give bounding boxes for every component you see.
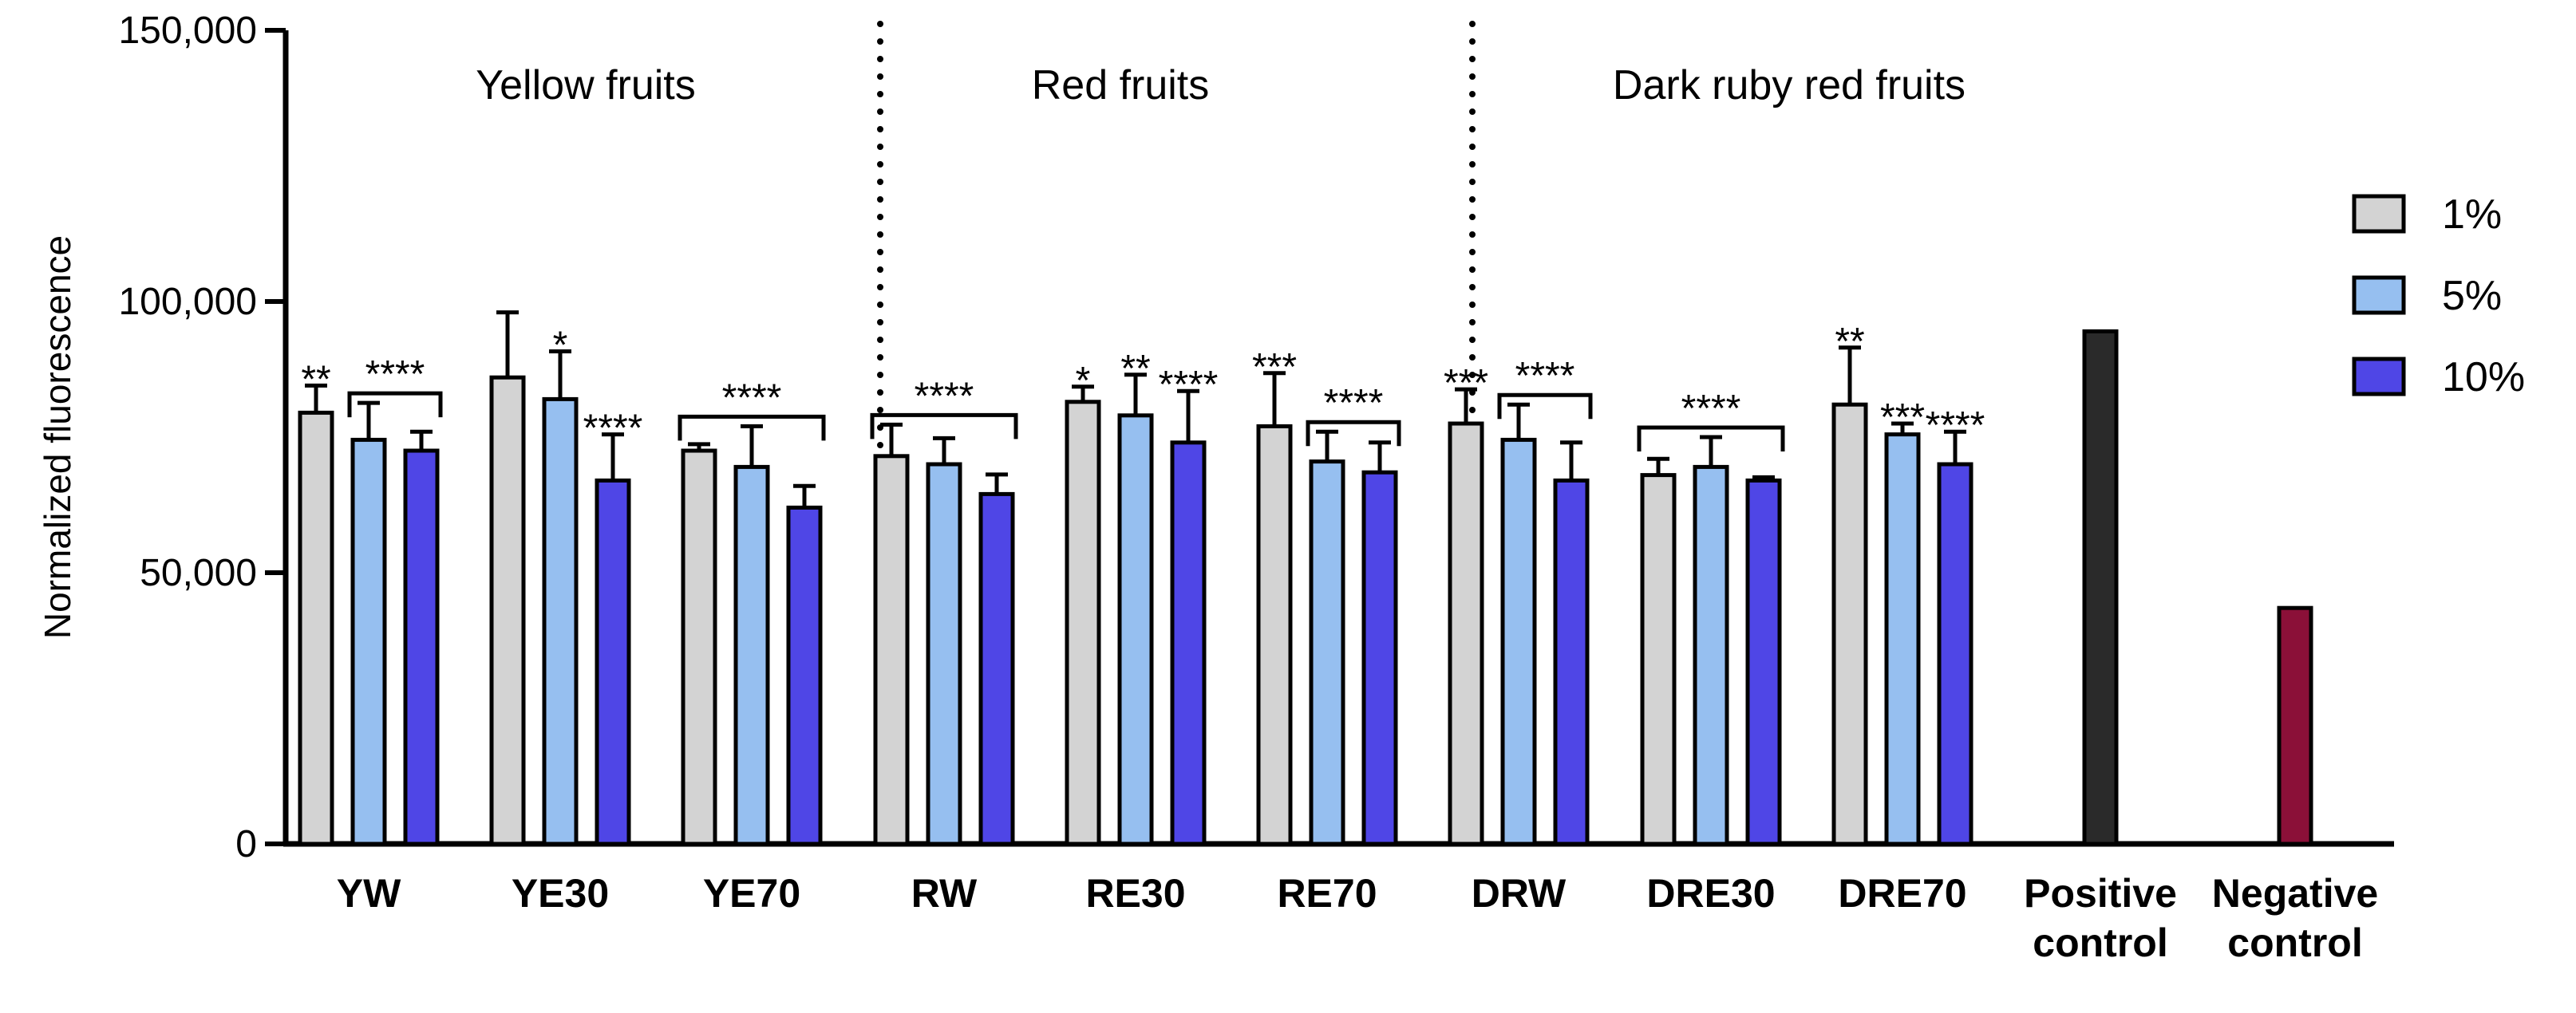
bar (1065, 400, 1101, 846)
significance-marker: **** (1926, 404, 1985, 447)
y-tick-label: 100,000 (118, 281, 257, 323)
bracket-label: **** (1515, 355, 1575, 397)
x-tick-label: YE70 (703, 871, 800, 916)
bar (733, 464, 770, 846)
bar (1640, 473, 1677, 846)
significance-bracket (1497, 392, 1593, 420)
significance-marker: **** (583, 408, 643, 450)
bar (1553, 478, 1590, 846)
significance-bracket (1637, 425, 1785, 451)
bar (926, 462, 962, 846)
significance-marker: *** (1880, 396, 1925, 439)
labels: ** ****YW*****YE30****YE70****RW* ** ****RE… (301, 62, 2378, 965)
bar (1937, 462, 1973, 846)
bar (873, 454, 910, 846)
x-tick-label: DRE70 (1838, 871, 1966, 916)
y-axis-label: Normalized fluorescence (37, 235, 78, 639)
significance-bracket (347, 391, 443, 418)
x-tick-label: Negative (2212, 871, 2378, 916)
significance-marker: **** (1159, 364, 1219, 406)
bar (2082, 329, 2119, 846)
legend-swatch (2352, 275, 2406, 315)
bar (350, 437, 387, 846)
significance-marker: * (1076, 360, 1091, 402)
bar (1745, 478, 1782, 846)
bars (298, 310, 2313, 846)
group-label: Dark ruby red fruits (1613, 62, 1966, 108)
bar (542, 396, 579, 846)
legend-swatch (2352, 194, 2406, 234)
bar (489, 375, 526, 846)
bar (978, 491, 1015, 846)
bracket-label: **** (1681, 388, 1741, 430)
significance-marker: ** (1120, 348, 1150, 390)
y-tick-label: 50,000 (140, 552, 257, 594)
bracket-label: **** (915, 375, 974, 417)
significance-bracket (678, 414, 826, 441)
x-tick-label: DRW (1472, 871, 1567, 916)
legend-label: 5% (2442, 273, 2502, 319)
x-tick-label: control (2227, 920, 2362, 965)
bar (1884, 432, 1921, 846)
significance-marker: ** (1835, 321, 1864, 363)
bar (1117, 413, 1154, 846)
bracket-label: **** (365, 353, 425, 396)
group-label: Red fruits (1032, 62, 1210, 108)
y-tick-label: 150,000 (118, 10, 257, 52)
x-tick-label: DRE30 (1646, 871, 1775, 916)
bar (681, 448, 717, 846)
significance-bracket (1306, 420, 1401, 447)
bar (1256, 424, 1293, 846)
legend: 1% 5% 10% (2352, 191, 2525, 400)
significance-marker: *** (1252, 346, 1297, 388)
bar (1693, 464, 1729, 846)
significance-marker: *** (1444, 362, 1488, 404)
bracket-label: **** (1324, 382, 1384, 424)
x-tick-label: YE30 (512, 871, 609, 916)
x-tick-label: RW (911, 871, 978, 916)
axes: 0 50,000 100,000 150,000 Normalized fluoresc… (37, 10, 2394, 865)
x-tick-label: Positive (2024, 871, 2177, 916)
x-tick-label: RE30 (1085, 871, 1185, 916)
x-tick-label: YW (337, 871, 401, 916)
legend-swatch (2352, 357, 2406, 396)
bar (1831, 402, 1868, 846)
significance-marker: * (553, 325, 568, 367)
bar (2277, 605, 2313, 846)
x-tick-label: control (2033, 920, 2167, 965)
significance-marker: ** (301, 358, 330, 400)
group-label: Yellow fruits (476, 62, 696, 108)
x-tick-label: RE70 (1277, 871, 1377, 916)
bar (1309, 459, 1345, 846)
bar (595, 478, 631, 846)
significance-bracket (870, 412, 1018, 439)
bar (1500, 437, 1537, 846)
bar (1361, 470, 1398, 846)
y-tick-label: 0 (235, 823, 257, 865)
bar (1448, 421, 1484, 846)
bracket-label: **** (722, 376, 782, 419)
legend-label: 10% (2442, 354, 2525, 400)
bar (403, 448, 440, 846)
bar (298, 410, 334, 846)
legend-label: 1% (2442, 191, 2502, 238)
bar (786, 505, 823, 846)
bar (1170, 440, 1207, 846)
